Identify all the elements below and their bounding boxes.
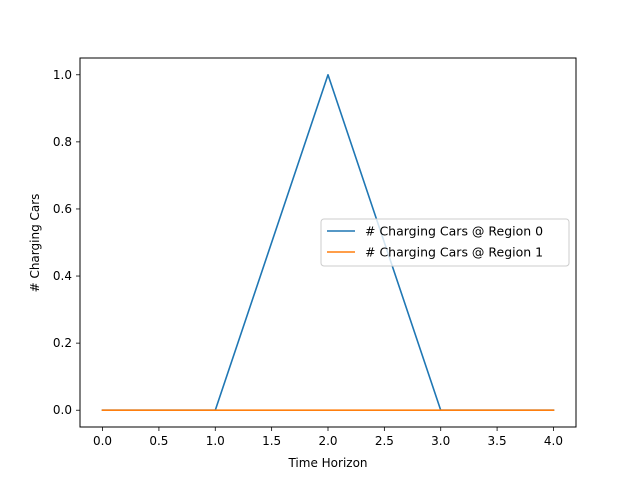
legend: # Charging Cars @ Region 0 # Charging Car… [320, 218, 570, 267]
x-axis-label: Time Horizon [287, 456, 367, 470]
x-tick-label: 0.0 [93, 434, 112, 448]
y-tick-label: 0.0 [53, 403, 72, 417]
legend-label-0: # Charging Cars @ Region 0 [365, 224, 543, 239]
x-tick-label: 2.0 [318, 434, 337, 448]
x-axis-ticks: 0.0 0.5 1.0 1.5 2.0 2.5 3.0 3.5 4.0 [93, 427, 563, 448]
x-tick-label: 4.0 [544, 434, 563, 448]
series-layer [101, 73, 555, 412]
legend-box [320, 218, 570, 267]
y-tick-label: 0.4 [53, 269, 72, 283]
y-tick-label: 0.8 [53, 135, 72, 149]
y-axis-ticks: 0.0 0.2 0.4 0.6 0.8 1.0 [53, 68, 80, 417]
x-tick-label: 1.0 [206, 434, 225, 448]
x-tick-label: 2.5 [375, 434, 394, 448]
y-tick-label: 0.6 [53, 202, 72, 216]
y-axis-label: # Charging Cars [28, 194, 42, 293]
x-tick-label: 3.0 [431, 434, 450, 448]
y-tick-label: 0.2 [53, 336, 72, 350]
y-tick-label: 1.0 [53, 68, 72, 82]
x-tick-label: 3.5 [488, 434, 507, 448]
legend-label-1: # Charging Cars @ Region 1 [365, 245, 543, 260]
x-tick-label: 0.5 [149, 434, 168, 448]
x-tick-label: 1.5 [262, 434, 281, 448]
